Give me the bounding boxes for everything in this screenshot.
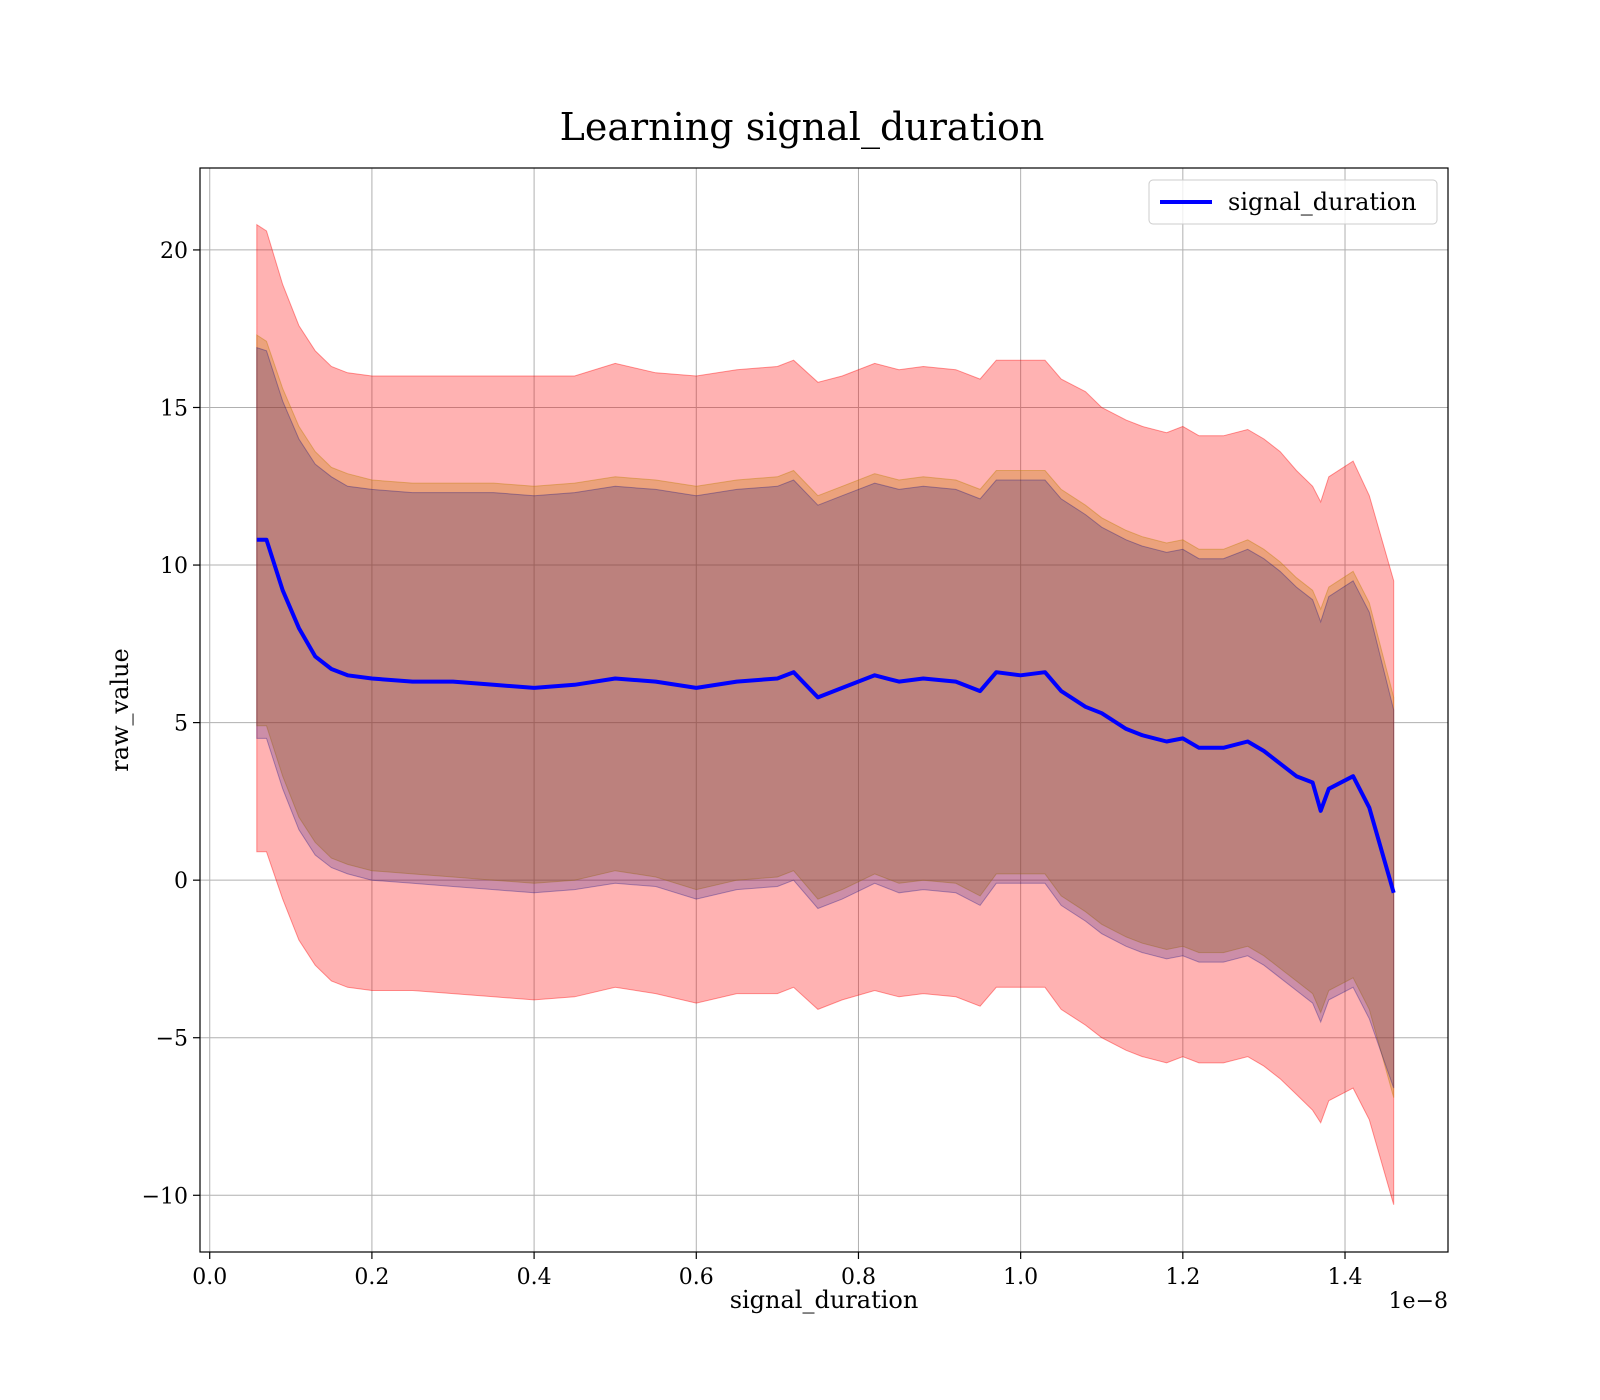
x-axis-label: signal_duration	[730, 1286, 919, 1314]
band-1	[256, 334, 1395, 1098]
y-tick-label: −5	[156, 1027, 188, 1052]
y-tick-label: 20	[160, 239, 188, 264]
x-tick-label: 0.6	[679, 1265, 714, 1290]
y-axis-ticks: −10 −5 0 5 10 15 20	[142, 239, 200, 1209]
chart-title: Learning signal_duration	[560, 105, 1045, 150]
legend-label: signal_duration	[1228, 188, 1417, 216]
x-axis-ticks: 0.0 0.2 0.4 0.6 0.8 1.0 1.2 1.4	[192, 1252, 1363, 1290]
y-tick-label: 0	[174, 869, 188, 894]
y-axis-label: raw_value	[106, 648, 134, 772]
confidence-bands	[256, 223, 1395, 1205]
x-tick-label: 1.2	[1165, 1265, 1200, 1290]
y-tick-label: 15	[160, 396, 188, 421]
x-axis-offset-text: 1e−8	[1389, 1289, 1448, 1314]
x-tick-label: 0.2	[354, 1265, 389, 1290]
x-tick-label: 0.4	[517, 1265, 552, 1290]
band-0	[256, 223, 1395, 1205]
series-line-0	[256, 537, 1396, 894]
x-tick-label: 0.0	[192, 1265, 227, 1290]
legend: signal_duration	[1148, 179, 1438, 225]
plot-frame	[199, 167, 1449, 1253]
grid	[200, 168, 1448, 1252]
series-lines	[256, 537, 1396, 894]
x-tick-label: 0.8	[841, 1265, 876, 1290]
band-2	[256, 346, 1395, 1089]
legend-box	[1148, 179, 1438, 225]
x-tick-label: 1.4	[1328, 1265, 1363, 1290]
y-tick-label: 5	[174, 712, 188, 737]
y-tick-label: −10	[142, 1184, 188, 1209]
y-tick-label: 10	[160, 554, 188, 579]
x-tick-label: 1.0	[1003, 1265, 1038, 1290]
